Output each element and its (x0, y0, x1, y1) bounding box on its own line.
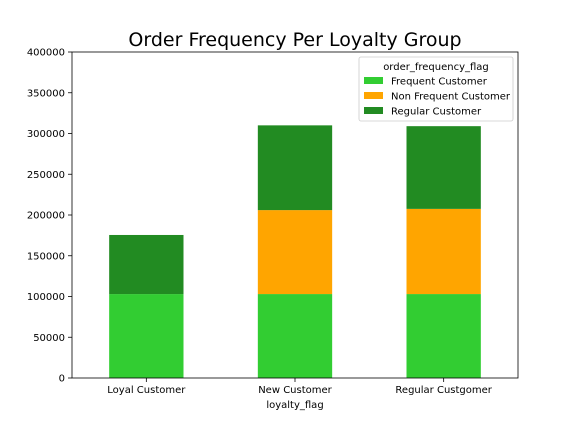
legend-swatch-frequent-customer (364, 77, 383, 84)
legend: order_frequency_flag Frequent Customer No… (358, 56, 514, 122)
bar-loyal-customer-regular-customer (109, 234, 184, 295)
legend-swatch-regular-customer (364, 107, 383, 114)
x-tick-label-regular-custgomer: Regular Custgomer (395, 385, 492, 396)
legend-box (358, 56, 514, 122)
x-axis: Loyal Customer New Customer Regular Custgo… (107, 378, 493, 396)
x-axis-label: loyalty_flag (266, 400, 323, 411)
y-tick-label: 50000 (33, 333, 65, 344)
y-tick-label: 0 (59, 374, 65, 385)
y-tick-label: 100000 (27, 292, 65, 303)
bar-regular-custgomer-regular-customer (406, 126, 481, 209)
bar-new-customer-non-frequent-customer (257, 210, 333, 295)
bar-loyal-customer-frequent-customer (109, 294, 184, 378)
y-tick-label: 400000 (27, 48, 65, 59)
bar-regular-custgomer-non-frequent-customer (406, 208, 481, 295)
y-tick-label: 200000 (27, 211, 65, 222)
legend-label-regular-customer: Regular Customer (391, 107, 482, 118)
y-tick-label: 300000 (27, 129, 65, 140)
x-tick-label-loyal-customer: Loyal Customer (107, 385, 186, 396)
bar-new-customer-frequent-customer (257, 294, 333, 378)
legend-label-frequent-customer: Frequent Customer (391, 77, 488, 88)
legend-title: order_frequency_flag (383, 62, 489, 73)
bar-regular-custgomer-frequent-customer (406, 294, 481, 378)
y-tick-label: 250000 (27, 170, 65, 181)
chart-title: Order Frequency Per Loyalty Group (128, 29, 461, 51)
legend-swatch-non-frequent-customer (364, 92, 383, 99)
x-tick-label-new-customer: New Customer (258, 385, 332, 396)
y-axis: 0 50000 100000 150000 200000 250000 300000 3500… (27, 48, 72, 385)
legend-label-non-frequent-customer: Non Frequent Customer (391, 92, 511, 103)
bar-new-customer-regular-customer (257, 125, 333, 211)
y-tick-label: 350000 (27, 88, 65, 99)
bars-group (109, 125, 481, 378)
y-tick-label: 150000 (27, 251, 65, 262)
plot-frame (71, 51, 519, 379)
